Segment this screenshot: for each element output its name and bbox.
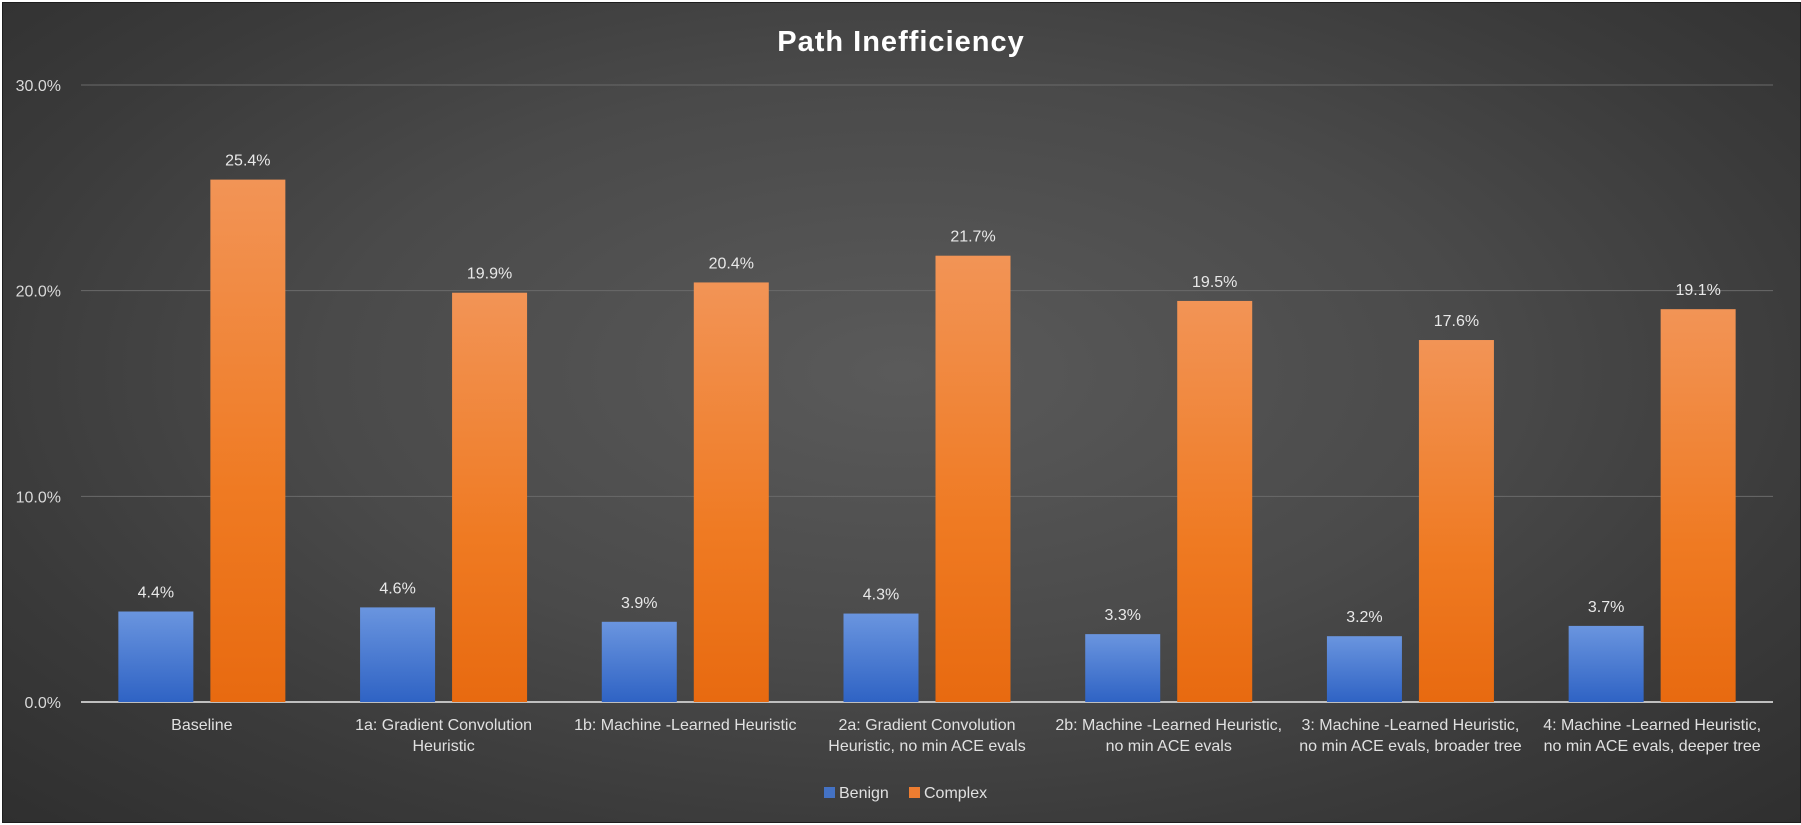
bar-complex (1418, 340, 1494, 702)
label-layer: 4.4% 25.4% Baseline 4.6% 19.9% 1a: Gradient C… (138, 153, 1761, 755)
y-tick-label: 0.0% (25, 695, 61, 712)
category-label: Baseline (171, 717, 232, 734)
data-label: 3.2% (1346, 609, 1382, 626)
data-label: 3.7% (1588, 599, 1624, 616)
bar-benign (1568, 625, 1644, 702)
chart-title: Path Inefficiency (777, 26, 1024, 58)
bar-complex (1660, 309, 1736, 702)
data-label: 19.5% (1192, 274, 1237, 291)
legend-label-complex: Complex (924, 785, 987, 802)
bar-benign (360, 607, 436, 702)
category-label: Heuristic (412, 738, 474, 755)
bar-complex (935, 255, 1011, 702)
bar-benign (601, 621, 677, 702)
data-label: 3.3% (1104, 607, 1140, 624)
data-label: 4.4% (138, 585, 174, 602)
bar-complex (1177, 300, 1253, 702)
category-label: 2b: Machine -Learned Heuristic, (1055, 717, 1282, 734)
legend: Benign Complex (824, 785, 987, 802)
bar-complex (452, 292, 528, 702)
data-label: 20.4% (709, 255, 754, 272)
legend-label-benign: Benign (839, 785, 889, 802)
bar-benign (843, 613, 919, 702)
y-tick-label: 10.0% (16, 489, 61, 506)
bar-layer (118, 179, 1736, 702)
data-label: 25.4% (225, 153, 270, 170)
category-label: no min ACE evals (1106, 738, 1232, 755)
category-label: no min ACE evals, broader tree (1299, 738, 1521, 755)
category-label: no min ACE evals, deeper tree (1544, 738, 1761, 755)
legend-swatch-benign (824, 787, 835, 798)
category-label: 3: Machine -Learned Heuristic, (1301, 717, 1519, 734)
y-tick-label: 30.0% (16, 78, 61, 95)
category-label: 1b: Machine -Learned Heuristic (574, 717, 796, 734)
category-label: 4: Machine -Learned Heuristic, (1543, 717, 1761, 734)
bar-complex (693, 282, 769, 702)
data-label: 3.9% (621, 595, 657, 612)
bar-benign (1085, 634, 1161, 702)
category-label: 2a: Gradient Convolution (839, 717, 1016, 734)
bar-chart: Path Inefficiency 0.0% 10.0% 20.0% 30.0% 4.… (16, 26, 1773, 802)
data-label: 19.9% (467, 266, 512, 283)
data-label: 21.7% (950, 229, 995, 246)
data-label: 4.3% (863, 587, 899, 604)
data-label: 19.1% (1675, 282, 1720, 299)
bar-benign (1326, 636, 1402, 702)
data-label: 4.6% (379, 580, 415, 597)
category-label: Heuristic, no min ACE evals (828, 738, 1025, 755)
category-label: 1a: Gradient Convolution (355, 717, 532, 734)
bar-complex (210, 179, 286, 702)
bar-benign (118, 611, 194, 702)
legend-swatch-complex (909, 787, 920, 798)
y-tick-label: 20.0% (16, 284, 61, 301)
data-label: 17.6% (1434, 313, 1479, 330)
